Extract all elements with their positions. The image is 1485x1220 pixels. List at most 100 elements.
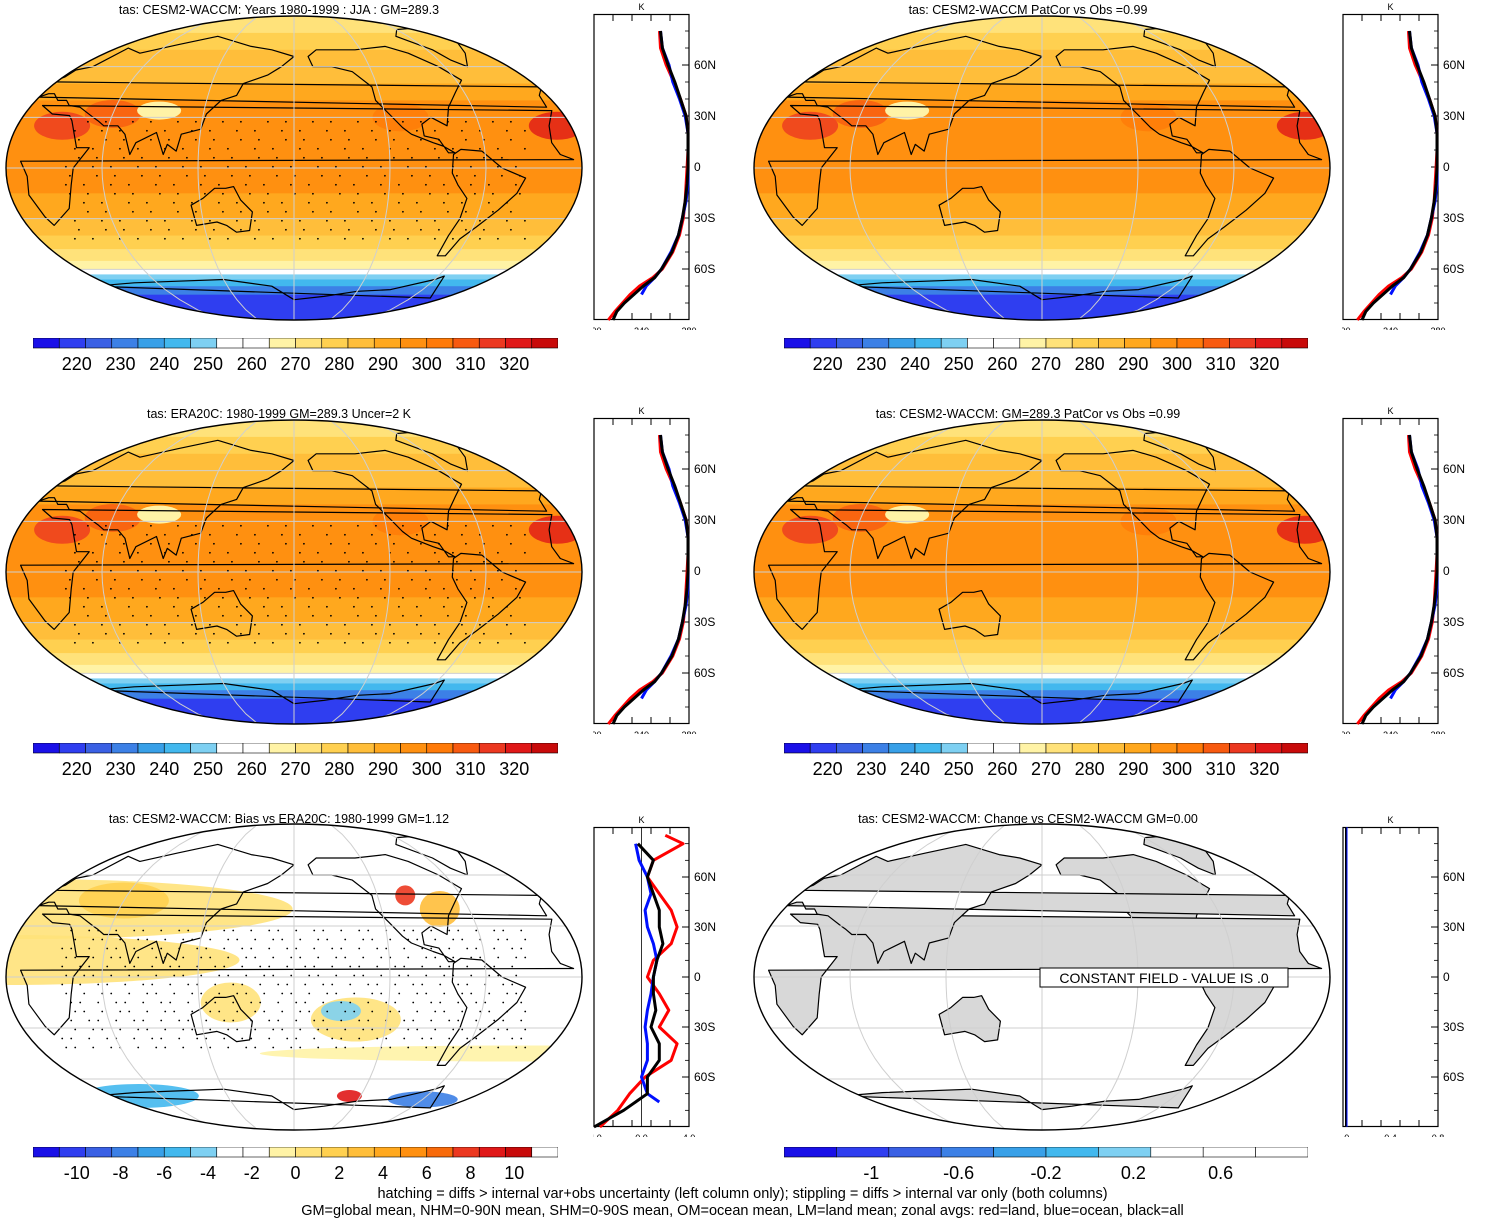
colorbar-label: 270 (280, 759, 310, 779)
coastline-africa (768, 508, 1323, 630)
panel-title-bias: tas: CESM2-WACCM: Bias vs ERA20C: 1980-1… (108, 812, 450, 826)
panel-title-change: tas: CESM2-WACCM: Change vs CESM2-WACCM … (858, 812, 1198, 826)
colorbar-box (1124, 338, 1152, 349)
colorbar-box (1071, 743, 1099, 754)
colorbar-box (993, 338, 1021, 349)
colorbar-box (1255, 1147, 1308, 1158)
colorbar-label: 230 (105, 759, 135, 779)
colorbar-box (888, 1147, 942, 1158)
stippling (65, 524, 526, 644)
colorbar-label: 310 (455, 354, 485, 374)
graticule (6, 420, 582, 724)
colorbar-label: 260 (987, 759, 1017, 779)
colorbar-box (190, 338, 218, 349)
colorbar-box (1176, 743, 1204, 754)
zonal-x-tick-label: 0.0 (1342, 1133, 1349, 1137)
zonal-frame (593, 417, 690, 725)
zonal-line-land (607, 434, 690, 725)
zonal-mean-bias: 60N 30N 0 30S 60S K -4.0 0.0 4.0 (593, 815, 716, 1137)
colorbar-label: 280 (1075, 759, 1105, 779)
colorbar-label: 220 (813, 354, 843, 374)
colorbar-box (242, 338, 270, 349)
colorbar-box (1202, 338, 1230, 349)
colorbar-box (111, 338, 139, 349)
colorbar-box (400, 743, 428, 754)
colorbar-box (400, 1147, 428, 1158)
graticule (6, 824, 582, 1130)
graticule (6, 16, 582, 320)
footer-line-1: hatching = diffs > internal var+obs unce… (377, 1186, 1108, 1202)
colorbar-box (33, 1147, 60, 1158)
colorbar-label: 320 (499, 354, 529, 374)
colorbar-label: 290 (1118, 354, 1148, 374)
zonal-unit-label: K (638, 2, 644, 12)
colorbar-box (85, 1147, 113, 1158)
coastline-africa (20, 913, 575, 1036)
colorbar-box (1150, 338, 1178, 349)
bias-patch (259, 1045, 582, 1062)
colorbar-box (993, 1147, 1047, 1158)
colorbar-label: -0.2 (1030, 1163, 1061, 1183)
colorbar-label: 240 (900, 759, 930, 779)
colorbar-box (505, 338, 533, 349)
colorbar-box (888, 743, 916, 754)
colorbar-box (347, 743, 375, 754)
colorbar-box (452, 1147, 480, 1158)
colorbar-label: 230 (856, 759, 886, 779)
colorbar-box (33, 743, 60, 754)
colorbar-label: 6 (422, 1163, 432, 1183)
zonal-x-tick-label: 200 (1342, 730, 1351, 734)
zonal-frame (1342, 13, 1439, 321)
zonal-x-tick-label: 280 (681, 326, 696, 330)
colorbar-box (505, 743, 533, 754)
colorbar-box (1098, 338, 1125, 349)
zonal-line-ocean (1389, 434, 1439, 700)
colorbar-label: 300 (412, 759, 442, 779)
colorbar-box (1202, 743, 1230, 754)
zonal-frame (593, 13, 690, 321)
colorbar-box (478, 1147, 506, 1158)
colorbar-box (137, 338, 165, 349)
colorbar-box (836, 338, 863, 349)
colorbar-label: 270 (1031, 354, 1061, 374)
zonal-x-tick-label: 200 (593, 326, 602, 330)
colorbar-box (1019, 743, 1047, 754)
map-obs-climatology (5, 419, 583, 725)
colorbar-box (163, 1147, 191, 1158)
zonal-line-all (1360, 434, 1439, 725)
stippling (61, 929, 527, 1049)
colorbar-box (967, 743, 994, 754)
lat-tick-label: 0 (1443, 564, 1450, 578)
map-model-vs-obs (753, 15, 1331, 321)
stippling (65, 120, 526, 240)
coastline-south-america (1184, 148, 1275, 257)
colorbar-label: 250 (944, 759, 974, 779)
colorbar-box (33, 338, 60, 349)
colorbar-box (784, 743, 811, 754)
colorbar-box (505, 1147, 533, 1158)
colorbar-box (862, 338, 890, 349)
coastline-australia (190, 186, 253, 233)
footer-line-2: GM=global mean, NHM=0-90N mean, SHM=0-90… (301, 1203, 1184, 1219)
colorbar-box (137, 1147, 165, 1158)
colorbar-box (426, 743, 454, 754)
colorbar-box (809, 338, 837, 349)
colorbar-label: 250 (944, 354, 974, 374)
zonal-unit-label: K (1387, 406, 1393, 416)
colorbar-label: 290 (1118, 759, 1148, 779)
colorbar-box (295, 338, 323, 349)
colorbar-box (1255, 338, 1283, 349)
zonal-x-tick-label: 200 (593, 730, 602, 734)
zonal-mean-obs-climatology: 60N 30N 0 30S 60S K 200 240 280 (593, 406, 716, 734)
zonal-frame (1342, 417, 1439, 725)
map-border (5, 823, 583, 1131)
lat-tick-label: 30N (694, 920, 716, 934)
bias-patch (419, 891, 460, 927)
colorbar-label: 280 (324, 759, 354, 779)
bias-patch (78, 1084, 199, 1108)
zonal-x-tick-label: 240 (1383, 730, 1398, 734)
hot-spot (34, 111, 91, 140)
lat-tick-label: 60N (1443, 870, 1465, 884)
coastline-australia (190, 590, 253, 637)
bias-patch (395, 885, 416, 906)
